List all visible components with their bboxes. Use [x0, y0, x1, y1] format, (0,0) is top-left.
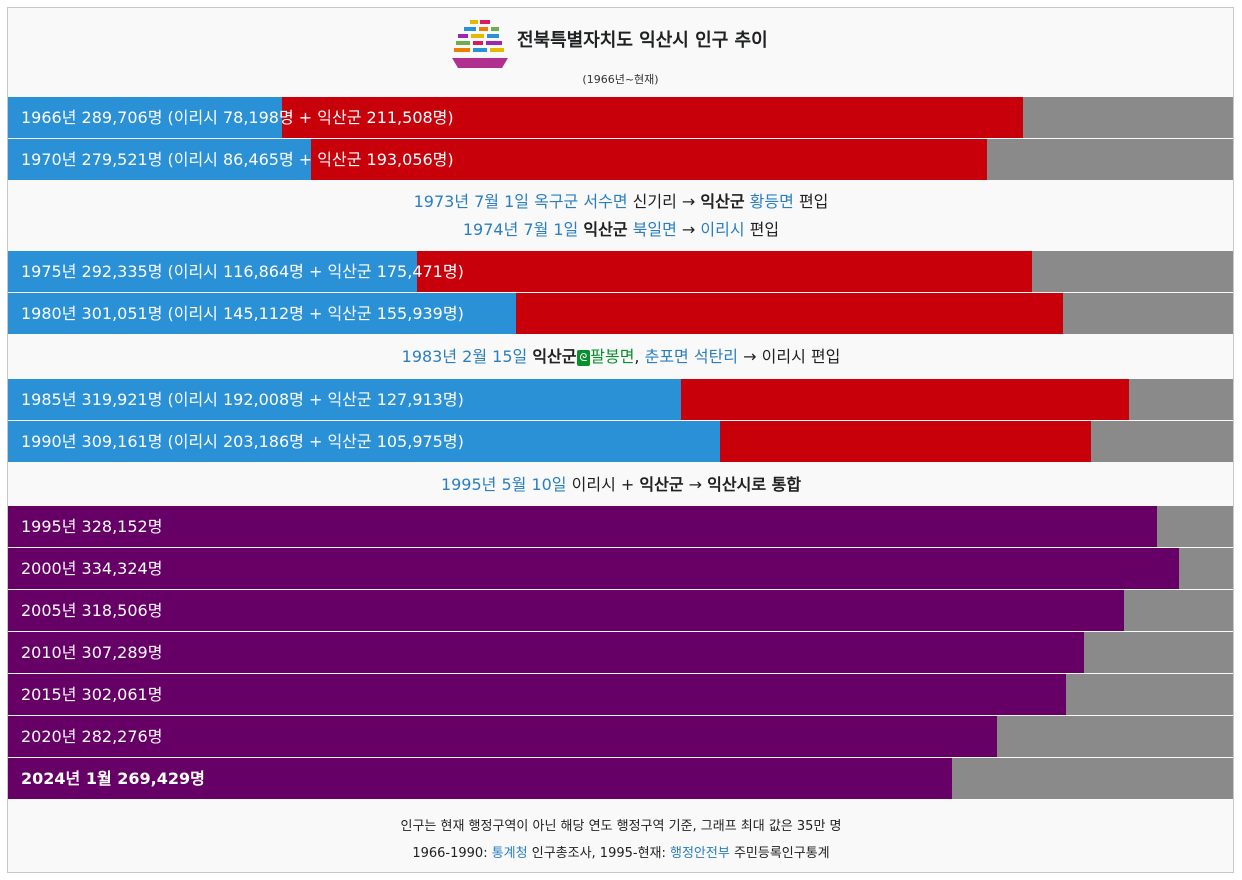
bar-1985-iksan-gun [680, 379, 1129, 420]
bar-1995-iksan-si [8, 506, 1158, 547]
bar-1970-iksan-gun [310, 139, 988, 180]
note-1974-iri-link[interactable]: 이리시 [700, 220, 745, 239]
note-1995-plus: + [620, 475, 635, 494]
bar-1966-iksan-gun [281, 97, 1023, 138]
bar-2000-iksan-si [8, 548, 1180, 589]
bar-row-2010: 2010년 307,289명 [8, 632, 1233, 673]
bar-label-2015: 2015년 302,061명 [21, 685, 163, 704]
bar-1966-iri [8, 97, 282, 138]
bar-2024-iksan-si [8, 758, 952, 799]
bar-1975-iksan-gun [417, 251, 1032, 292]
footer-source: 1966-1990: 통계청 인구총조사, 1995-현재: 행정안전부 주민등… [8, 840, 1233, 867]
footer-kostat-link[interactable]: 통계청 [491, 846, 528, 861]
footer-source-prefix: 1966-1990: [412, 846, 492, 861]
note-1995-iksan-gun: 익산군 [639, 475, 684, 494]
note-1973: 1973년 7월 1일 옥구군 서수면 신기리 → 익산군 황등면 편입 [8, 188, 1233, 216]
note-1995-arrow: → [688, 475, 703, 494]
link-icon[interactable]: ᘓ [576, 350, 591, 366]
bar-label-1975: 1975년 292,335명 (이리시 116,864명 + 익산군 175,4… [21, 262, 464, 281]
bar-label-2010: 2010년 307,289명 [21, 643, 163, 662]
note-1974: 1974년 7월 1일 익산군 북일면 → 이리시 편입 [8, 216, 1233, 244]
bar-row-1995: 1995년 328,152명 [8, 506, 1233, 547]
bar-1990-iksan-gun [719, 421, 1091, 462]
bar-1980-iksan-gun [516, 293, 1063, 334]
footer-mois-link[interactable]: 행정안전부 [670, 846, 730, 861]
chart-header: 전북특별자치도 익산시 인구 추이 (1966년~현재) [8, 8, 1233, 97]
note-1995-iri: 이리시 [571, 475, 616, 494]
bar-2020-iksan-si [8, 716, 997, 757]
note-1973-date-link[interactable]: 1973년 7월 1일 [413, 192, 530, 211]
chart-frame: 전북특별자치도 익산시 인구 추이 (1966년~현재) 1966년 289,7… [7, 7, 1234, 873]
note-1974-iksan-gun: 익산군 [583, 220, 628, 239]
note-1983-iksan-gun: 익산군 [532, 347, 577, 366]
bar-row-1980: 1980년 301,051명 (이리시 145,112명 + 익산군 155,9… [8, 293, 1233, 334]
bar-label-2005: 2005년 318,506명 [21, 601, 163, 620]
note-1983: 1983년 2월 15일 익산군 ᘓ 팔봉면, 춘포면 석탄리 → 이리시 편입 [8, 343, 1233, 371]
note-1973-ri: 신기리 [632, 192, 677, 211]
chart-subtitle: (1966년~현재) [582, 73, 659, 86]
bar-2010-iksan-si [8, 632, 1085, 673]
bar-2005-iksan-si [8, 590, 1124, 631]
note-1973-arrow: → [681, 192, 696, 211]
bar-1975-iri [8, 251, 418, 292]
note-1973-okgu-link[interactable]: 옥구군 [534, 192, 579, 211]
note-1983-seoktan-link[interactable]: 석탄리 [693, 347, 739, 366]
chart-footer: 인구는 현재 행정구역이 아닌 해당 연도 행정구역 기준, 그래프 최대 값은… [8, 813, 1233, 867]
note-1995-result: 익산시로 통합 [707, 475, 802, 494]
bar-row-1985: 1985년 319,921명 (이리시 192,008명 + 익산군 127,9… [8, 379, 1233, 420]
bar-row-2024: 2024년 1월 269,429명 [8, 758, 1233, 799]
note-1974-arrow: → [681, 220, 696, 239]
bar-label-2020: 2020년 282,276명 [21, 727, 163, 746]
bar-row-1990: 1990년 309,161명 (이리시 203,186명 + 익산군 105,9… [8, 421, 1233, 462]
note-1973-suffix: 편입 [798, 192, 829, 211]
note-1983-iri: 이리시 [761, 347, 806, 366]
bar-row-2005: 2005년 318,506명 [8, 590, 1233, 631]
bar-row-1975: 1975년 292,335명 (이리시 116,864명 + 익산군 175,4… [8, 251, 1233, 292]
bar-1970-iri [8, 139, 311, 180]
bar-label-2000: 2000년 334,324명 [21, 559, 163, 578]
note-1983-palbong-link[interactable]: 팔봉면 [590, 347, 635, 366]
note-1983-comma: , [634, 347, 645, 366]
note-1983-suffix: 편입 [810, 347, 841, 366]
note-1995-date-link[interactable]: 1995년 5월 10일 [440, 475, 567, 494]
bar-row-2000: 2000년 334,324명 [8, 548, 1233, 589]
footer-source-suffix: 주민등록인구통계 [729, 846, 830, 861]
bar-label-1995: 1995년 328,152명 [21, 517, 163, 536]
note-1995: 1995년 5월 10일 이리시 + 익산군 → 익산시로 통합 [8, 471, 1233, 499]
bar-label-1985: 1985년 319,921명 (이리시 192,008명 + 익산군 127,9… [21, 390, 464, 409]
bar-label-2024: 2024년 1월 269,429명 [21, 769, 205, 788]
note-1983-arrow: → [743, 347, 757, 366]
footer-note: 인구는 현재 행정구역이 아닌 해당 연도 행정구역 기준, 그래프 최대 값은… [400, 819, 842, 834]
bar-row-2020: 2020년 282,276명 [8, 716, 1233, 757]
note-1974-suffix: 편입 [749, 220, 780, 239]
bar-label-1970: 1970년 279,521명 (이리시 86,465명 + 익산군 193,05… [21, 150, 454, 169]
note-1973-seosu-link[interactable]: 서수면 [583, 192, 628, 211]
note-1983-chunpo-link[interactable]: 춘포면 [644, 347, 689, 366]
bar-row-1970: 1970년 279,521명 (이리시 86,465명 + 익산군 193,05… [8, 139, 1233, 180]
chart-title: 전북특별자치도 익산시 인구 추이 [517, 30, 768, 51]
bar-label-1966: 1966년 289,706명 (이리시 78,198명 + 익산군 211,50… [21, 108, 454, 127]
bar-1985-iri [8, 379, 681, 420]
bar-row-2015: 2015년 302,061명 [8, 674, 1233, 715]
iksan-logo-icon [452, 20, 508, 68]
bar-label-1990: 1990년 309,161명 (이리시 203,186명 + 익산군 105,9… [21, 432, 464, 451]
footer-source-mid: 인구총조사, 1995-현재: [527, 846, 671, 861]
bar-1980-iri [8, 293, 517, 334]
bar-row-1966: 1966년 289,706명 (이리시 78,198명 + 익산군 211,50… [8, 97, 1233, 138]
bar-2015-iksan-si [8, 674, 1067, 715]
bar-label-1980: 1980년 301,051명 (이리시 145,112명 + 익산군 155,9… [21, 304, 464, 323]
bar-1990-iri [8, 421, 720, 462]
note-1983-date-link[interactable]: 1983년 2월 15일 [401, 347, 528, 366]
note-1974-date-link[interactable]: 1974년 7월 1일 [462, 220, 579, 239]
note-1974-bugil-link[interactable]: 북일면 [632, 220, 677, 239]
note-1973-iksan-gun: 익산군 [700, 192, 745, 211]
note-1973-hwangdeung-link[interactable]: 황등면 [749, 192, 794, 211]
